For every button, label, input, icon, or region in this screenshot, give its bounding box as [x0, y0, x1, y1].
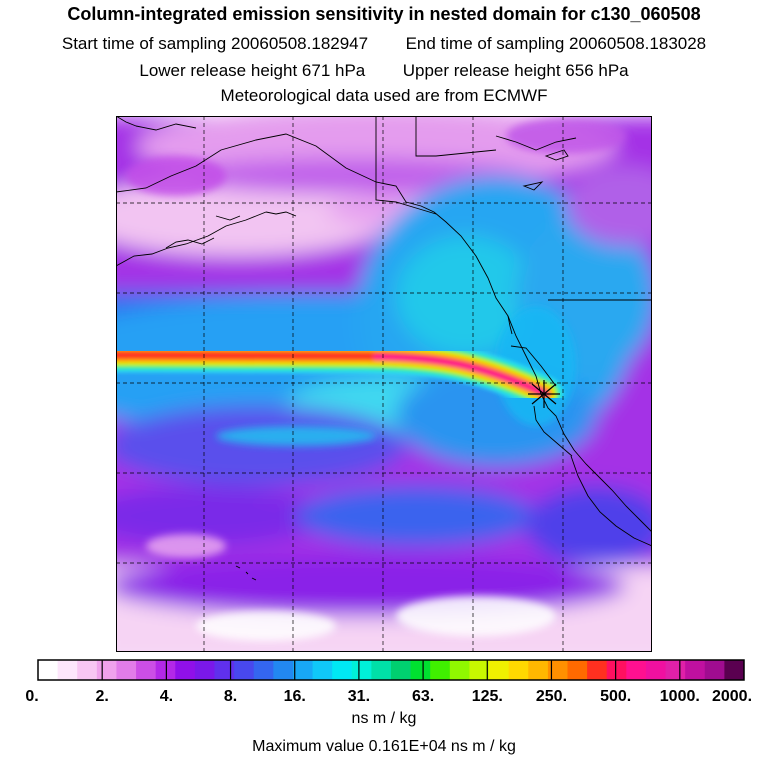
colorbar-tick-label: 1000. — [660, 688, 700, 705]
colorbar-tick-label: 4. — [160, 688, 173, 705]
end-time-value: 20060508.183028 — [569, 34, 707, 53]
colorbar-tick-labels: 0. 2. 4. 8. 16. 31. 63. 125. 250. 500. 1000. 2000. — [25, 688, 752, 705]
colorbar-cell — [626, 660, 647, 680]
end-time-label: End time of sampling — [405, 34, 565, 53]
colorbar-cell — [547, 660, 568, 680]
colorbar-cell — [116, 660, 137, 680]
lower-release-label: Lower release height — [139, 61, 298, 80]
colorbar-cells — [38, 660, 745, 680]
figure-title: Column-integrated emission sensitivity i… — [67, 4, 701, 24]
map-frame — [116, 116, 652, 652]
colorbar-tick-label: 31. — [348, 688, 370, 705]
colorbar-tick-label: 125. — [472, 688, 503, 705]
colorbar-cell — [292, 660, 314, 680]
colorbar-tick-label: 2. — [96, 688, 109, 705]
colorbar-cell — [234, 660, 255, 680]
colorbar-cell — [645, 660, 667, 680]
colorbar-cell — [410, 660, 431, 680]
colorbar-cell — [449, 660, 470, 680]
upper-release-label: Upper release height — [402, 61, 561, 80]
colorbar-cell — [724, 660, 745, 680]
colorbar-cell — [38, 660, 59, 680]
colorbar-cell — [704, 660, 725, 680]
graticule — [116, 116, 652, 652]
colorbar-ticks — [37, 659, 745, 681]
colorbar-cell — [96, 660, 117, 680]
colorbar-tick-label: 16. — [284, 688, 306, 705]
colorbar-cell — [489, 660, 510, 680]
sampling-times: Start time of sampling 20060508.182947 E… — [0, 34, 768, 54]
colorbar-cell — [332, 660, 353, 680]
colorbar-cell — [469, 660, 490, 680]
colorbar-cell — [77, 660, 98, 680]
colorbar-cell — [194, 660, 215, 680]
release-point-marker — [528, 380, 560, 408]
colorbar-cell — [57, 660, 78, 680]
colorbar-tick-label: 2000. — [712, 688, 752, 705]
colorbar-cell — [155, 660, 176, 680]
colorbar-cell — [430, 660, 451, 680]
colorbar-cell — [253, 660, 274, 680]
colorbar-cell — [136, 660, 157, 680]
colorbar-cell — [371, 660, 392, 680]
sensitivity-map — [116, 116, 652, 652]
colorbar-cell — [391, 660, 412, 680]
colorbar-cell — [214, 660, 235, 680]
upper-release-value: 656 hPa — [565, 61, 629, 80]
start-time-value: 20060508.182947 — [231, 34, 369, 53]
lower-release-value: 671 hPa — [301, 61, 366, 80]
colorbar-cell — [175, 660, 196, 680]
colorbar-cell — [665, 660, 686, 680]
plume — [116, 338, 563, 411]
met-data-note: Meteorological data used are from ECMWF — [220, 86, 548, 105]
colorbar-unit: ns m / kg — [351, 710, 417, 727]
colorbar-cell — [312, 660, 333, 680]
colorbar-cell — [587, 660, 608, 680]
colorbar-tick-label: 8. — [224, 688, 237, 705]
colorbar-tick-label: 250. — [536, 688, 567, 705]
colorbar-cell — [685, 660, 706, 680]
colorbar-tick-label: 0. — [25, 688, 38, 705]
colorbar-tick-label: 500. — [600, 688, 631, 705]
colorbar-cell — [567, 660, 588, 680]
colorbar: 0. 2. 4. 8. 16. 31. 63. 125. 250. 500. 1000. 2000. — [25, 659, 752, 705]
release-heights: Lower release height 671 hPa Upper relea… — [0, 61, 768, 81]
start-time-label: Start time of sampling — [61, 34, 227, 53]
colorbar-cell — [273, 660, 294, 680]
colorbar-frame — [37, 659, 745, 681]
colorbar-cell — [606, 660, 627, 680]
colorbar-cell — [528, 660, 549, 680]
colorbar-cell — [351, 660, 372, 680]
colorbar-cell — [508, 660, 529, 680]
colorbar-tick-label: 63. — [412, 688, 434, 705]
maximum-value: Maximum value 0.161E+04 ns m / kg — [252, 738, 516, 755]
